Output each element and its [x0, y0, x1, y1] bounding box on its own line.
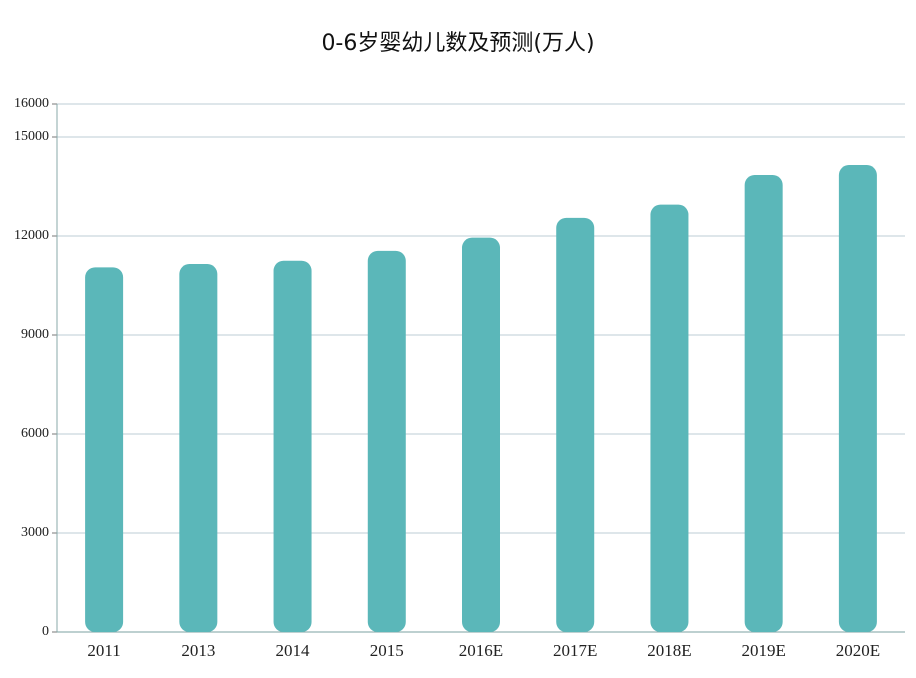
- bar: [367, 250, 406, 632]
- bar: [650, 204, 689, 632]
- y-tick-label: 12000: [14, 228, 49, 243]
- bar: [462, 237, 500, 632]
- bar: [85, 267, 124, 632]
- y-tick-label: 15000: [14, 129, 49, 144]
- bar: [838, 165, 877, 633]
- y-tick-label: 3000: [21, 525, 49, 540]
- x-tick-label: 2016E: [459, 641, 503, 660]
- x-tick-label: 2017E: [553, 641, 597, 660]
- bar: [179, 264, 218, 632]
- x-tick-label: 2014: [276, 641, 311, 660]
- y-tick-label: 0: [42, 624, 49, 639]
- y-tick-label: 16000: [14, 96, 49, 111]
- x-tick-label: 2019E: [741, 641, 785, 660]
- x-tick-label: 2020E: [836, 641, 880, 660]
- chart-title: 0-6岁婴幼儿数及预测(万人): [321, 31, 594, 56]
- y-tick-label: 9000: [21, 327, 49, 342]
- bar: [273, 260, 312, 632]
- y-tick-label: 6000: [21, 426, 49, 441]
- x-tick-label: 2015: [370, 641, 404, 660]
- bar: [744, 174, 783, 632]
- bar: [556, 217, 595, 632]
- x-tick-label: 2018E: [647, 641, 691, 660]
- x-tick-label: 2013: [181, 641, 215, 660]
- x-tick-label: 2011: [87, 641, 120, 660]
